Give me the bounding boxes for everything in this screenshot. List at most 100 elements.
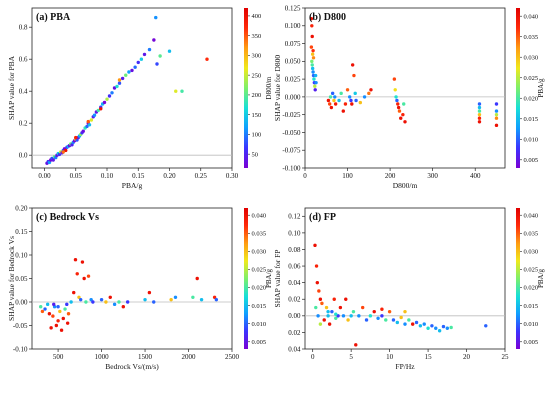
colorbar-tick-label: 350	[252, 33, 262, 40]
colorbar-tick-label: 0.005	[524, 339, 539, 346]
data-point	[403, 309, 407, 314]
data-point	[316, 314, 320, 318]
data-point	[73, 258, 78, 262]
x-axis-label: D800/m	[393, 181, 418, 190]
x-tick-label: 15	[425, 353, 433, 361]
colorbar-tick-label: 0.025	[524, 267, 539, 274]
colorbar-tick-label: 0.040	[524, 212, 539, 219]
x-tick-label: 100	[342, 172, 353, 180]
data-point	[477, 109, 482, 113]
data-point	[369, 88, 373, 92]
data-point	[158, 54, 162, 58]
data-point	[309, 45, 314, 49]
data-point	[313, 84, 317, 88]
x-tick-label: 0	[311, 353, 315, 361]
data-point	[117, 81, 122, 85]
panel-title: (c) Bedrock Vs	[36, 212, 99, 223]
panel-title: (a) PBA	[36, 12, 71, 23]
data-point	[142, 52, 147, 57]
data-point	[152, 300, 156, 304]
colorbar-tick-label: 400	[252, 13, 262, 20]
data-point	[349, 314, 353, 318]
data-point	[343, 102, 348, 106]
data-point	[49, 326, 53, 330]
data-point	[372, 309, 376, 314]
data-point	[327, 322, 332, 326]
data-point	[329, 105, 334, 110]
data-point	[152, 38, 156, 42]
panel-title: (d) FP	[309, 212, 336, 223]
data-point	[337, 98, 341, 103]
x-tick-label: 0.15	[132, 172, 145, 180]
colorbar-tick-label: 0.025	[252, 267, 267, 274]
data-point	[108, 295, 112, 299]
y-tick-label: 0.100	[285, 22, 301, 30]
data-point	[341, 109, 345, 113]
data-point	[312, 77, 316, 81]
data-point	[89, 297, 93, 302]
data-point	[43, 307, 47, 311]
colorbar-tick-label: 0.020	[524, 95, 539, 102]
x-tick-label: 0.25	[195, 172, 208, 180]
data-point	[81, 129, 85, 133]
data-point	[169, 297, 173, 302]
data-point	[318, 297, 323, 301]
data-point	[86, 119, 90, 124]
y-axis-label: SHAP value for D800	[273, 55, 282, 121]
data-point	[154, 15, 158, 20]
data-point	[133, 65, 137, 69]
data-point	[104, 300, 108, 304]
data-point	[130, 68, 134, 73]
data-point	[54, 323, 59, 328]
data-point	[494, 116, 499, 120]
data-point	[320, 301, 324, 306]
data-point	[61, 150, 65, 154]
data-point	[353, 91, 357, 96]
data-point	[205, 57, 209, 61]
x-tick-label: 10	[386, 353, 394, 361]
y-tick-label: 0.000	[285, 93, 301, 101]
colorbar-tick-label: 100	[252, 132, 262, 139]
data-point	[403, 120, 407, 124]
y-tick-label: 0.025	[285, 76, 301, 84]
data-point	[395, 98, 399, 103]
data-point	[51, 158, 55, 162]
data-point	[102, 100, 107, 105]
data-point	[333, 95, 337, 99]
data-point	[396, 105, 401, 110]
x-tick-label: 20	[463, 353, 471, 361]
data-point	[92, 113, 97, 117]
y-tick-label: 0.00	[15, 298, 28, 306]
colorbar-tick-label: 200	[252, 92, 262, 99]
data-point	[364, 318, 369, 322]
y-tick-label: 0.050	[285, 58, 301, 66]
data-point	[338, 305, 343, 310]
data-point	[117, 78, 122, 82]
data-point	[326, 314, 330, 318]
data-point	[64, 148, 68, 153]
data-point	[75, 272, 79, 276]
y-tick-label: 0.0	[19, 152, 28, 160]
data-point	[79, 297, 83, 302]
colorbar-tick-label: 0.030	[524, 54, 539, 61]
data-point	[394, 95, 398, 99]
y-tick-label: 0.04	[288, 279, 301, 287]
colorbar-tick-label: 0.040	[252, 212, 267, 219]
colorbar	[244, 8, 248, 168]
data-point	[58, 309, 62, 314]
data-point	[410, 322, 415, 326]
data-point	[358, 100, 363, 105]
data-point	[85, 124, 89, 129]
data-point	[56, 319, 60, 323]
data-point	[59, 328, 64, 332]
data-point	[311, 48, 315, 53]
data-point	[449, 325, 453, 330]
data-point	[80, 260, 85, 264]
colorbar-tick-label: 0.020	[252, 285, 267, 292]
data-point	[77, 295, 81, 299]
data-point	[124, 73, 128, 77]
data-point	[354, 98, 358, 103]
data-point	[82, 276, 86, 281]
data-point	[477, 102, 482, 106]
data-point	[349, 98, 353, 103]
